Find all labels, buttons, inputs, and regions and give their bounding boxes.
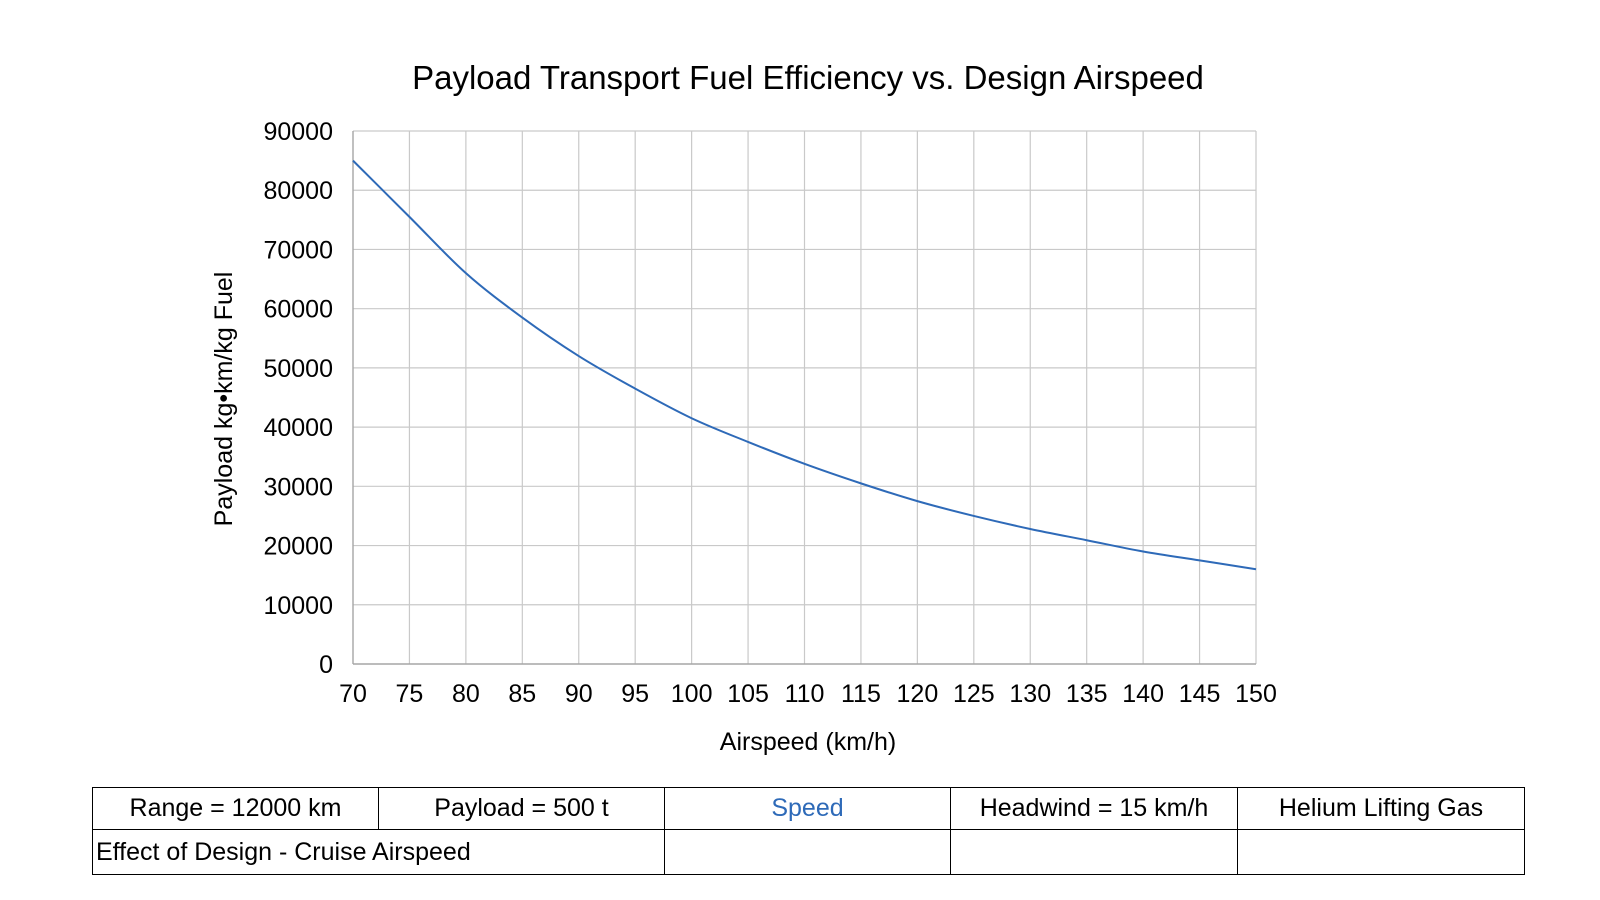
y-tick-label: 70000 (263, 236, 333, 264)
y-tick-label: 10000 (263, 592, 333, 620)
y-tick-labels: 0 10000 20000 30000 40000 50000 60000 70000 8000… (263, 118, 333, 679)
grid (353, 130, 1257, 664)
y-axis-title: Payload kg•km/kg Fuel (210, 272, 238, 527)
chart: Payload Transport Fuel Efficiency vs. De… (210, 59, 1277, 756)
x-tick-label: 145 (1179, 680, 1221, 708)
info-row: Range = 12000 km Payload = 500 t Speed H… (92, 787, 1525, 830)
x-tick-label: 105 (727, 680, 769, 708)
y-tick-label: 90000 (263, 118, 333, 146)
x-tick-label: 75 (396, 680, 424, 708)
speed-cell: Speed (664, 787, 951, 830)
lifting-gas-cell: Helium Lifting Gas (1237, 787, 1525, 830)
y-tick-label: 0 (319, 651, 333, 679)
x-axis-title: Airspeed (km/h) (720, 728, 896, 756)
x-tick-label: 140 (1122, 680, 1164, 708)
x-tick-label: 125 (953, 680, 995, 708)
payload-cell: Payload = 500 t (378, 787, 665, 830)
chart-title: Payload Transport Fuel Efficiency vs. De… (412, 59, 1204, 96)
headwind-cell: Headwind = 15 km/h (950, 787, 1238, 830)
y-tick-label: 40000 (263, 414, 333, 442)
y-tick-label: 30000 (263, 473, 333, 501)
empty-cell (950, 829, 1238, 875)
x-tick-label: 100 (671, 680, 713, 708)
x-tick-label: 90 (565, 680, 593, 708)
series (352, 159, 1257, 571)
series-line (352, 159, 1257, 571)
x-tick-label: 115 (841, 680, 881, 708)
description-cell: Effect of Design - Cruise Airspeed (92, 829, 665, 875)
x-tick-label: 85 (508, 680, 536, 708)
info-table: Range = 12000 km Payload = 500 t Speed H… (92, 787, 1525, 875)
info-row: Effect of Design - Cruise Airspeed (92, 829, 1525, 875)
x-tick-label: 135 (1066, 680, 1108, 708)
y-tick-label: 50000 (263, 355, 333, 383)
x-tick-label: 80 (452, 680, 480, 708)
x-tick-label: 95 (621, 680, 649, 708)
empty-cell (1237, 829, 1525, 875)
x-tick-label: 70 (339, 680, 367, 708)
y-tick-label: 80000 (263, 177, 333, 205)
empty-cell (664, 829, 951, 875)
range-cell: Range = 12000 km (92, 787, 379, 830)
axes (352, 131, 1256, 665)
x-tick-label: 110 (785, 680, 825, 708)
y-tick-label: 20000 (263, 533, 333, 561)
y-tick-label: 60000 (263, 296, 333, 324)
x-tick-labels: 70 75 80 85 90 95 100 105 110 115 120 125 130 135 140 1… (339, 680, 1277, 708)
x-tick-label: 130 (1009, 680, 1051, 708)
x-tick-label: 120 (897, 680, 939, 708)
x-tick-label: 150 (1235, 680, 1277, 708)
